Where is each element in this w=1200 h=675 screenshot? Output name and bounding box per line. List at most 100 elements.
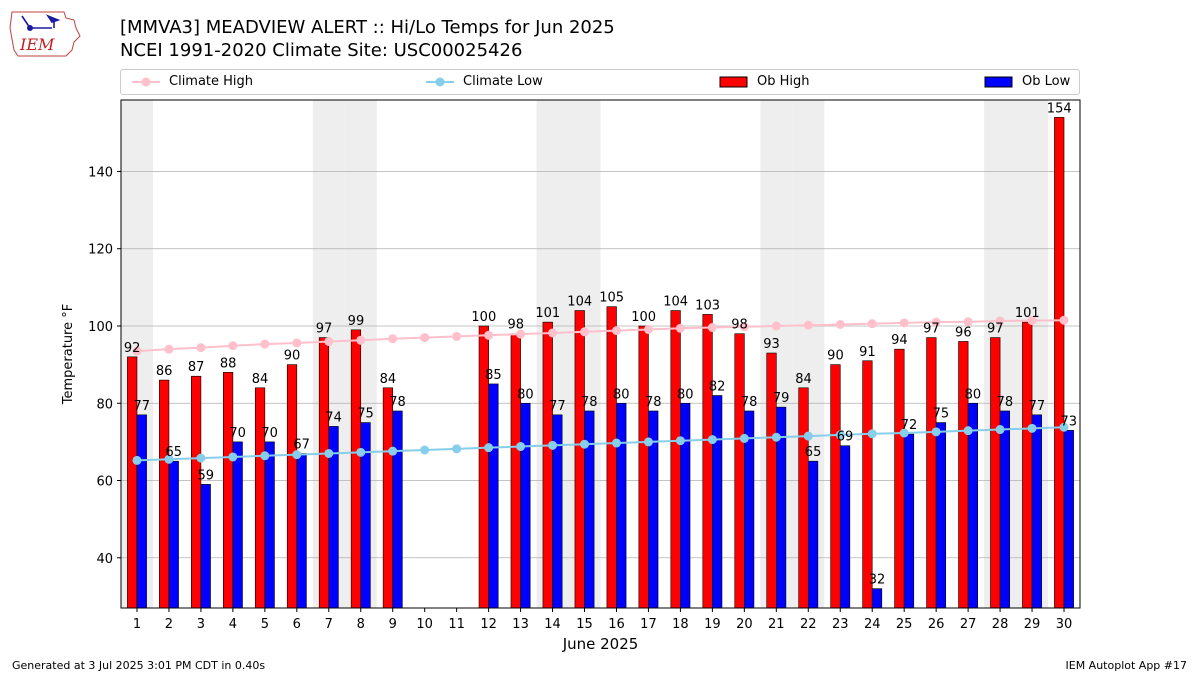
y-tick-label: 140	[88, 165, 113, 180]
ob-high-label: 86	[156, 364, 173, 379]
ob-high-bar	[382, 387, 394, 609]
climate-low-point	[580, 439, 590, 449]
ob-low-label: 78	[389, 395, 406, 410]
climate-high-point	[707, 323, 717, 333]
ob-high-bar	[318, 337, 330, 609]
ob-low-label: 78	[581, 395, 598, 410]
climate-low-point	[164, 454, 174, 464]
y-tick-label: 80	[96, 397, 113, 412]
ob-high-label: 97	[923, 322, 940, 337]
ob-high-label: 96	[955, 325, 972, 340]
chart-title: [MMVA3] MEADVIEW ALERT :: Hi/Lo Temps fo…	[120, 17, 615, 38]
ob-high-bar	[222, 372, 234, 609]
climate-low-point	[516, 442, 526, 452]
ob-low-bar	[935, 422, 947, 609]
climate-low-line	[136, 426, 1065, 462]
ob-high-label: 100	[471, 310, 496, 325]
x-tick-label: 20	[736, 617, 753, 632]
climate-low-line-icon	[426, 77, 454, 86]
climate-low-point	[611, 438, 621, 448]
x-tick-label: 8	[357, 617, 365, 632]
legend-item-climate-low: Climate Low	[425, 74, 543, 89]
plot-frame	[120, 99, 1081, 609]
ob-high-bar	[574, 310, 585, 609]
x-tick-label: 28	[992, 617, 1009, 632]
climate-high-point	[963, 317, 973, 327]
climate-low-point	[228, 452, 238, 462]
ob-high-bar	[286, 364, 298, 609]
climate-high-point	[835, 319, 845, 329]
ob-high-bar	[798, 387, 809, 609]
legend-label: Climate High	[169, 74, 254, 89]
ob-high-label: 105	[599, 291, 624, 306]
climate-low-point	[420, 445, 430, 455]
climate-high-point	[548, 328, 558, 338]
x-tick-label: 10	[416, 617, 433, 632]
legend-item-climate-high: Climate High	[131, 74, 253, 89]
climate-high-point	[580, 327, 590, 337]
ob-low-label: 65	[805, 445, 822, 460]
climate-low-point	[835, 430, 845, 440]
climate-high-point	[324, 336, 334, 346]
climate-high-point	[1027, 316, 1037, 326]
climate-high-point	[484, 330, 494, 340]
ob-high-label: 90	[284, 349, 301, 364]
climate-high-point	[931, 317, 941, 327]
ob-high-label: 93	[763, 337, 780, 352]
ob-low-label: 72	[901, 418, 918, 433]
ob-low-bar	[392, 410, 403, 609]
climate-high-line-icon	[132, 77, 160, 86]
ob-high-bar	[894, 348, 905, 609]
ob-low-bar	[680, 402, 691, 609]
ob-low-label: 75	[933, 407, 950, 422]
climate-high-point	[516, 329, 526, 339]
ob-high-label: 88	[220, 356, 237, 371]
climate-high-point	[260, 339, 270, 349]
ob-high-bar	[990, 337, 1001, 609]
ob-low-label: 80	[613, 387, 630, 402]
climate-low-point	[771, 432, 781, 442]
x-tick-label: 29	[1024, 617, 1041, 632]
ob-low-bar	[712, 395, 723, 609]
chart-subtitle: NCEI 1991-2020 Climate Site: USC00025426	[120, 40, 523, 61]
x-tick-label: 19	[704, 617, 721, 632]
ob-low-bar	[871, 588, 883, 609]
x-tick-label: 23	[832, 617, 849, 632]
climate-high-point	[196, 343, 206, 353]
ob-low-label: 80	[677, 387, 694, 402]
x-tick-label: 13	[512, 617, 529, 632]
y-tick-label: 100	[88, 320, 113, 335]
climate-low-point	[324, 448, 334, 458]
ob-high-bar	[862, 360, 873, 609]
ob-high-label: 98	[508, 318, 525, 333]
x-tick-label: 25	[896, 617, 913, 632]
climate-high-line	[136, 319, 1065, 353]
ob-low-label: 80	[517, 387, 534, 402]
ob-high-bar	[1022, 321, 1033, 609]
climate-high-point	[739, 322, 749, 332]
x-tick-label: 22	[800, 617, 817, 632]
ob-low-label: 77	[134, 399, 151, 414]
ob-high-label: 84	[380, 372, 397, 387]
climate-high-point	[867, 319, 877, 329]
ob-high-bar	[670, 310, 681, 609]
climate-low-point	[132, 455, 142, 465]
climate-low-point	[931, 427, 941, 437]
footer-generated: Generated at 3 Jul 2025 3:01 PM CDT in 0…	[12, 659, 266, 672]
ob-low-label: 65	[165, 445, 182, 460]
x-tick-label: 3	[197, 617, 205, 632]
y-tick-label: 120	[88, 243, 113, 258]
climate-low-point	[196, 453, 206, 463]
climate-high-point	[771, 321, 781, 331]
climate-high-point	[803, 320, 813, 330]
ob-high-bar	[830, 364, 841, 609]
x-tick-label: 5	[261, 617, 269, 632]
x-tick-label: 17	[640, 617, 657, 632]
ob-high-bar	[702, 314, 713, 609]
climate-high-point	[995, 316, 1005, 326]
x-tick-label: 18	[672, 617, 689, 632]
ob-low-label: 69	[837, 430, 854, 445]
climate-low-point	[356, 447, 366, 457]
ob-high-bar	[734, 333, 745, 609]
climate-low-point	[739, 433, 749, 443]
